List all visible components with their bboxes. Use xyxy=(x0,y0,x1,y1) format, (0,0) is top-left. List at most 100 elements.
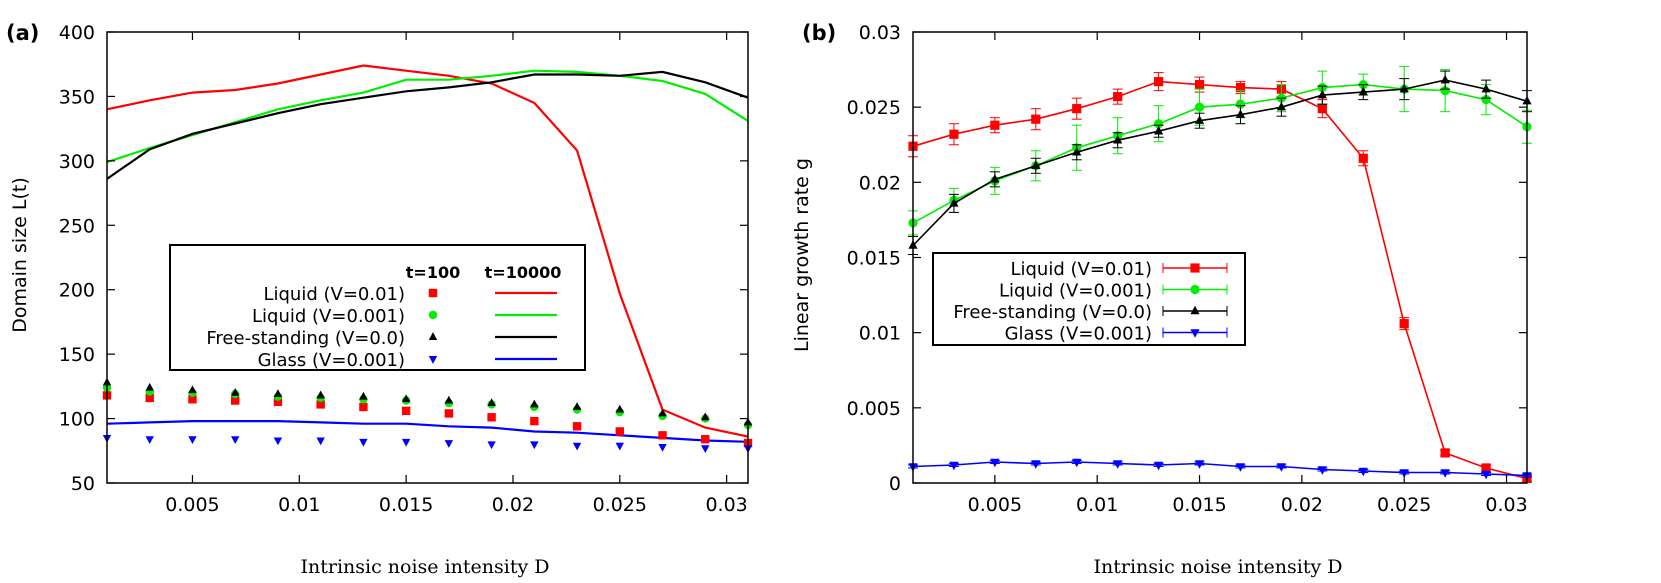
b-point-liquid-v-0-001 xyxy=(1194,102,1205,112)
a-point-free-standing-v-0-0 xyxy=(231,387,240,396)
b-point-liquid-v-0-01 xyxy=(1358,153,1368,163)
a-legend-label: Glass (V=0.001) xyxy=(258,350,405,371)
b-point-free-standing-v-0-0 xyxy=(1194,115,1205,124)
b-point-liquid-v-0-01 xyxy=(949,129,959,139)
b-point-liquid-v-0-01 xyxy=(1440,448,1450,458)
a-xtick-label: 0.015 xyxy=(379,494,433,516)
b-point-glass-v-0-001 xyxy=(990,458,1000,468)
a-legend-marker-liquid-v-0-01 xyxy=(428,288,438,298)
b-point-glass-v-0-001 xyxy=(949,461,959,471)
a-legend-label: Liquid (V=0.001) xyxy=(252,306,405,327)
a-point-free-standing-v-0-0 xyxy=(530,399,539,408)
panel-b-label: (b) xyxy=(802,21,836,45)
b-legend-marker-glass-v-0-001 xyxy=(1190,329,1200,338)
b-ytick-label: 0 xyxy=(889,473,901,495)
a-point-glass-v-0-001 xyxy=(615,442,624,451)
legend-header-t100: t=100 xyxy=(406,263,460,282)
a-point-glass-v-0-001 xyxy=(273,437,283,446)
a-point-free-standing-v-0-0 xyxy=(273,389,283,398)
b-point-free-standing-v-0-0 xyxy=(949,198,959,207)
b-point-glass-v-0-001 xyxy=(1235,463,1246,472)
b-point-glass-v-0-001 xyxy=(1317,466,1327,475)
b-point-liquid-v-0-01 xyxy=(1399,319,1409,329)
a-line-free-standing-v-0-0 xyxy=(106,70,749,180)
a-ytick-label: 400 xyxy=(59,22,95,44)
panel-b-xlabel: Intrinsic noise intensity D xyxy=(1094,556,1343,578)
a-point-free-standing-v-0-0 xyxy=(401,394,411,403)
b-point-glass-v-0-001 xyxy=(1399,469,1409,478)
b-point-free-standing-v-0-0 xyxy=(1440,74,1450,84)
b-point-glass-v-0-001 xyxy=(1276,463,1286,472)
b-ytick-label: 0.01 xyxy=(859,323,901,345)
legend-header-t10000: t=10000 xyxy=(485,263,562,282)
b-point-liquid-v-0-01 xyxy=(990,120,1000,130)
a-point-free-standing-v-0-0 xyxy=(487,398,496,407)
a-point-glass-v-0-001 xyxy=(658,443,667,452)
a-point-liquid-v-0-01 xyxy=(615,427,624,436)
b-point-liquid-v-0-01 xyxy=(1317,104,1327,114)
b-point-liquid-v-0-01 xyxy=(1194,80,1205,90)
b-point-glass-v-0-001 xyxy=(1440,469,1450,478)
a-point-liquid-v-0-01 xyxy=(359,402,368,412)
b-point-free-standing-v-0-0 xyxy=(990,174,1000,183)
a-point-free-standing-v-0-0 xyxy=(572,402,582,410)
b-point-free-standing-v-0-0 xyxy=(1276,101,1286,111)
b-point-liquid-v-0-01 xyxy=(1481,463,1491,473)
b-series-liquid-v-0-001 xyxy=(908,66,1532,236)
b-xtick-label: 0.025 xyxy=(1377,494,1431,516)
a-point-glass-v-0-001 xyxy=(316,437,325,446)
panel-b: (b) Linear growth rate g Intrinsic noise… xyxy=(791,21,1532,578)
b-point-liquid-v-0-01 xyxy=(1031,114,1041,124)
a-point-free-standing-v-0-0 xyxy=(444,395,454,404)
b-legend-marker-free-standing-v-0-0 xyxy=(1190,305,1200,315)
a-legend-marker-free-standing-v-0-0 xyxy=(428,332,438,340)
b-legend-marker-liquid-v-0-01 xyxy=(1190,263,1200,273)
b-point-liquid-v-0-01 xyxy=(1235,83,1246,93)
b-ytick-label: 0.03 xyxy=(859,22,901,44)
b-point-liquid-v-0-001 xyxy=(1235,99,1246,109)
a-point-glass-v-0-001 xyxy=(487,441,496,450)
b-legend-label: Glass (V=0.001) xyxy=(1005,324,1152,345)
b-ytick-label: 0.025 xyxy=(847,97,901,119)
b-point-liquid-v-0-001 xyxy=(1440,86,1450,96)
b-line-free-standing-v-0-0 xyxy=(912,79,1528,247)
panel-a: (a) Domain size L(t) Intrinsic noise int… xyxy=(6,21,753,578)
b-series-free-standing-v-0-0 xyxy=(908,70,1532,255)
a-ytick-label: 150 xyxy=(59,344,95,366)
b-point-glass-v-0-001 xyxy=(1113,460,1123,469)
a-point-glass-v-0-001 xyxy=(530,441,539,450)
b-series-glass-v-0-001 xyxy=(908,458,1532,481)
a-ytick-label: 300 xyxy=(59,151,95,173)
a-point-glass-v-0-001 xyxy=(359,438,368,447)
b-point-glass-v-0-001 xyxy=(1031,460,1041,469)
b-line-glass-v-0-001 xyxy=(912,461,1528,477)
a-ytick-label: 200 xyxy=(59,280,95,302)
a-point-liquid-v-0-01 xyxy=(188,395,197,404)
a-ytick-label: 100 xyxy=(59,409,95,431)
b-point-free-standing-v-0-0 xyxy=(1154,125,1164,135)
b-point-glass-v-0-001 xyxy=(1154,461,1164,471)
a-point-glass-v-0-001 xyxy=(401,438,411,447)
panel-a-legend-box xyxy=(169,244,586,371)
b-point-free-standing-v-0-0 xyxy=(1113,134,1123,144)
b-point-free-standing-v-0-0 xyxy=(1399,83,1409,93)
b-legend-marker-liquid-v-0-001 xyxy=(1190,284,1200,295)
a-legend-label: Liquid (V=0.01) xyxy=(263,284,405,305)
a-xtick-label: 0.03 xyxy=(705,494,747,516)
a-point-free-standing-v-0-0 xyxy=(615,404,624,413)
b-legend-label: Free-standing (V=0.0) xyxy=(953,302,1152,323)
a-line-liquid-v-0-001 xyxy=(106,69,749,164)
a-ytick-label: 250 xyxy=(59,215,95,237)
a-point-liquid-v-0-01 xyxy=(145,393,154,403)
a-point-glass-v-0-001 xyxy=(188,436,197,445)
b-point-liquid-v-0-01 xyxy=(1154,77,1164,87)
b-xtick-label: 0.02 xyxy=(1281,494,1323,516)
panel-a-label: (a) xyxy=(6,21,39,45)
a-point-glass-v-0-001 xyxy=(145,436,154,445)
b-legend-label: Liquid (V=0.001) xyxy=(999,281,1152,302)
b-point-free-standing-v-0-0 xyxy=(1031,160,1041,170)
a-point-glass-v-0-001 xyxy=(572,442,582,451)
a-line-liquid-v-0-01 xyxy=(106,64,749,438)
b-point-liquid-v-0-01 xyxy=(1113,92,1123,102)
b-point-glass-v-0-001 xyxy=(1072,458,1082,468)
